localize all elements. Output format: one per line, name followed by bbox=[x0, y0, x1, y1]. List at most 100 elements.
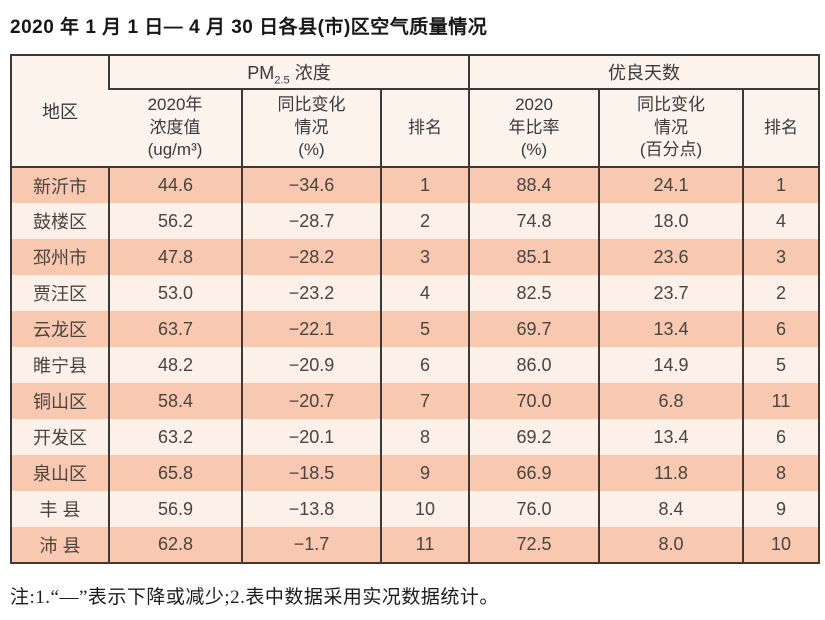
value-cell: 1 bbox=[380, 167, 469, 203]
value-cell: −20.9 bbox=[241, 347, 381, 383]
region-cell: 新沂市 bbox=[33, 176, 87, 197]
value-cell: 18.0 bbox=[598, 203, 743, 239]
footnote: 注:1.“—”表示下降或减少;2.表中数据采用实况数据统计。 bbox=[10, 587, 499, 608]
value-cell: 11 bbox=[742, 383, 819, 419]
value-cell: −28.7 bbox=[241, 203, 381, 239]
header-good-days-ratio: 2020 年比率 (%) bbox=[468, 89, 599, 168]
value-cell: 47.8 bbox=[108, 239, 242, 275]
table-row: 丰 县 56.9 −13.8 10 76.0 8.4 9 bbox=[11, 491, 819, 527]
value-cell: 3 bbox=[380, 239, 469, 275]
value-cell: 23.6 bbox=[598, 239, 743, 275]
table-row: 贾汪区 53.0 −23.2 4 82.5 23.7 2 bbox=[11, 275, 819, 311]
table-row: 沛 县 62.8 −1.7 11 72.5 8.0 10 bbox=[11, 527, 819, 563]
value-cell: 8.0 bbox=[598, 527, 743, 563]
value-cell: 6 bbox=[742, 419, 819, 455]
region-cell: 沛 县 bbox=[39, 535, 81, 556]
value-cell: 2 bbox=[742, 275, 819, 311]
value-cell: −18.5 bbox=[241, 455, 381, 491]
value-cell: 8 bbox=[380, 419, 469, 455]
pm25-label-suffix: 浓度 bbox=[289, 63, 331, 83]
header-good-days-yoy-change: 同比变化 情况 (百分点) bbox=[598, 89, 743, 168]
table-row: 睢宁县 48.2 −20.9 6 86.0 14.9 5 bbox=[11, 347, 819, 383]
air-quality-table: 地区 PM2.5 浓度 优良天数 2020年 浓度值 (ug/m³) 同比变化 … bbox=[10, 54, 820, 564]
value-cell: −20.7 bbox=[241, 383, 381, 419]
value-cell: 14.9 bbox=[598, 347, 743, 383]
value-cell: 9 bbox=[380, 455, 469, 491]
value-cell: 4 bbox=[380, 275, 469, 311]
value-cell: 5 bbox=[742, 347, 819, 383]
value-cell: 72.5 bbox=[468, 527, 599, 563]
value-cell: 13.4 bbox=[598, 311, 743, 347]
value-cell: −28.2 bbox=[241, 239, 381, 275]
region-cell: 贾汪区 bbox=[33, 284, 87, 304]
region-cell: 鼓楼区 bbox=[33, 212, 87, 232]
value-cell: −20.1 bbox=[241, 419, 381, 455]
value-cell: −34.6 bbox=[241, 167, 381, 203]
table-row: 开发区 63.2 −20.1 8 69.2 13.4 6 bbox=[11, 419, 819, 455]
header-pm25-concentration: 2020年 浓度值 (ug/m³) bbox=[109, 89, 242, 168]
value-cell: 44.6 bbox=[108, 167, 242, 203]
value-cell: 63.2 bbox=[108, 419, 242, 455]
value-cell: 66.9 bbox=[468, 455, 599, 491]
value-cell: 10 bbox=[742, 527, 819, 563]
region-cell: 丰 县 bbox=[39, 500, 81, 520]
value-cell: 1 bbox=[742, 167, 819, 203]
value-cell: −22.1 bbox=[241, 311, 381, 347]
value-cell: 74.8 bbox=[468, 203, 599, 239]
value-cell: 82.5 bbox=[468, 275, 599, 311]
value-cell: −23.2 bbox=[241, 275, 381, 311]
value-cell: 69.7 bbox=[468, 311, 599, 347]
value-cell: 2 bbox=[380, 203, 469, 239]
header-sub-row: 2020年 浓度值 (ug/m³) 同比变化 情况 (%) 排名 2020 年比… bbox=[11, 89, 819, 168]
value-cell: 8.4 bbox=[598, 491, 743, 527]
table-row: 邳州市 47.8 −28.2 3 85.1 23.6 3 bbox=[11, 239, 819, 275]
value-cell: 56.2 bbox=[108, 203, 242, 239]
value-cell: 24.1 bbox=[598, 167, 743, 203]
header-good-days-group: 优良天数 bbox=[468, 55, 819, 90]
value-cell: 65.8 bbox=[108, 455, 242, 491]
value-cell: 58.4 bbox=[108, 383, 242, 419]
value-cell: 69.2 bbox=[468, 419, 599, 455]
value-cell: 7 bbox=[380, 383, 469, 419]
value-cell: 70.0 bbox=[468, 383, 599, 419]
value-cell: 88.4 bbox=[468, 167, 599, 203]
region-cell: 云龙区 bbox=[33, 320, 87, 340]
value-cell: 5 bbox=[380, 311, 469, 347]
value-cell: 62.8 bbox=[108, 527, 242, 563]
value-cell: 6.8 bbox=[598, 383, 743, 419]
value-cell: 10 bbox=[380, 491, 469, 527]
value-cell: 3 bbox=[742, 239, 819, 275]
value-cell: 6 bbox=[742, 311, 819, 347]
header-pm25-group: PM2.5 浓度 bbox=[108, 55, 469, 90]
region-cell: 铜山区 bbox=[33, 392, 87, 412]
table-row: 铜山区 58.4 −20.7 7 70.0 6.8 11 bbox=[11, 383, 819, 419]
region-cell: 开发区 bbox=[33, 428, 87, 448]
value-cell: 4 bbox=[742, 203, 819, 239]
value-cell: −1.7 bbox=[241, 527, 381, 563]
page-title: 2020 年 1 月 1 日— 4 月 30 日各县(市)区空气质量情况 bbox=[10, 17, 488, 38]
value-cell: 23.7 bbox=[598, 275, 743, 311]
value-cell: −13.8 bbox=[241, 491, 381, 527]
region-cell: 邳州市 bbox=[33, 248, 87, 268]
value-cell: 8 bbox=[742, 455, 819, 491]
header-group-row: 地区 PM2.5 浓度 优良天数 bbox=[11, 55, 819, 168]
pm25-label-subscript: 2.5 bbox=[274, 74, 290, 87]
header-region: 地区 bbox=[11, 55, 109, 168]
value-cell: 48.2 bbox=[108, 347, 242, 383]
value-cell: 9 bbox=[742, 491, 819, 527]
region-cell: 泉山区 bbox=[33, 464, 87, 484]
pm25-label-prefix: PM bbox=[247, 63, 275, 83]
table-row: 泉山区 65.8 −18.5 9 66.9 11.8 8 bbox=[11, 455, 819, 491]
header-pm25-yoy-change: 同比变化 情况 (%) bbox=[241, 89, 381, 168]
region-cell: 睢宁县 bbox=[33, 356, 87, 376]
table-row: 新沂市 44.6 −34.6 1 88.4 24.1 1 bbox=[11, 167, 819, 203]
value-cell: 85.1 bbox=[468, 239, 599, 275]
value-cell: 11.8 bbox=[598, 455, 743, 491]
table-body: 新沂市 44.6 −34.6 1 88.4 24.1 1 鼓楼区 56.2 −28.7 2 74.8 1… bbox=[11, 167, 819, 563]
header-good-days-rank: 排名 bbox=[742, 89, 819, 168]
table-row: 云龙区 63.7 −22.1 5 69.7 13.4 6 bbox=[11, 311, 819, 347]
value-cell: 13.4 bbox=[598, 419, 743, 455]
value-cell: 63.7 bbox=[108, 311, 242, 347]
value-cell: 53.0 bbox=[108, 275, 242, 311]
